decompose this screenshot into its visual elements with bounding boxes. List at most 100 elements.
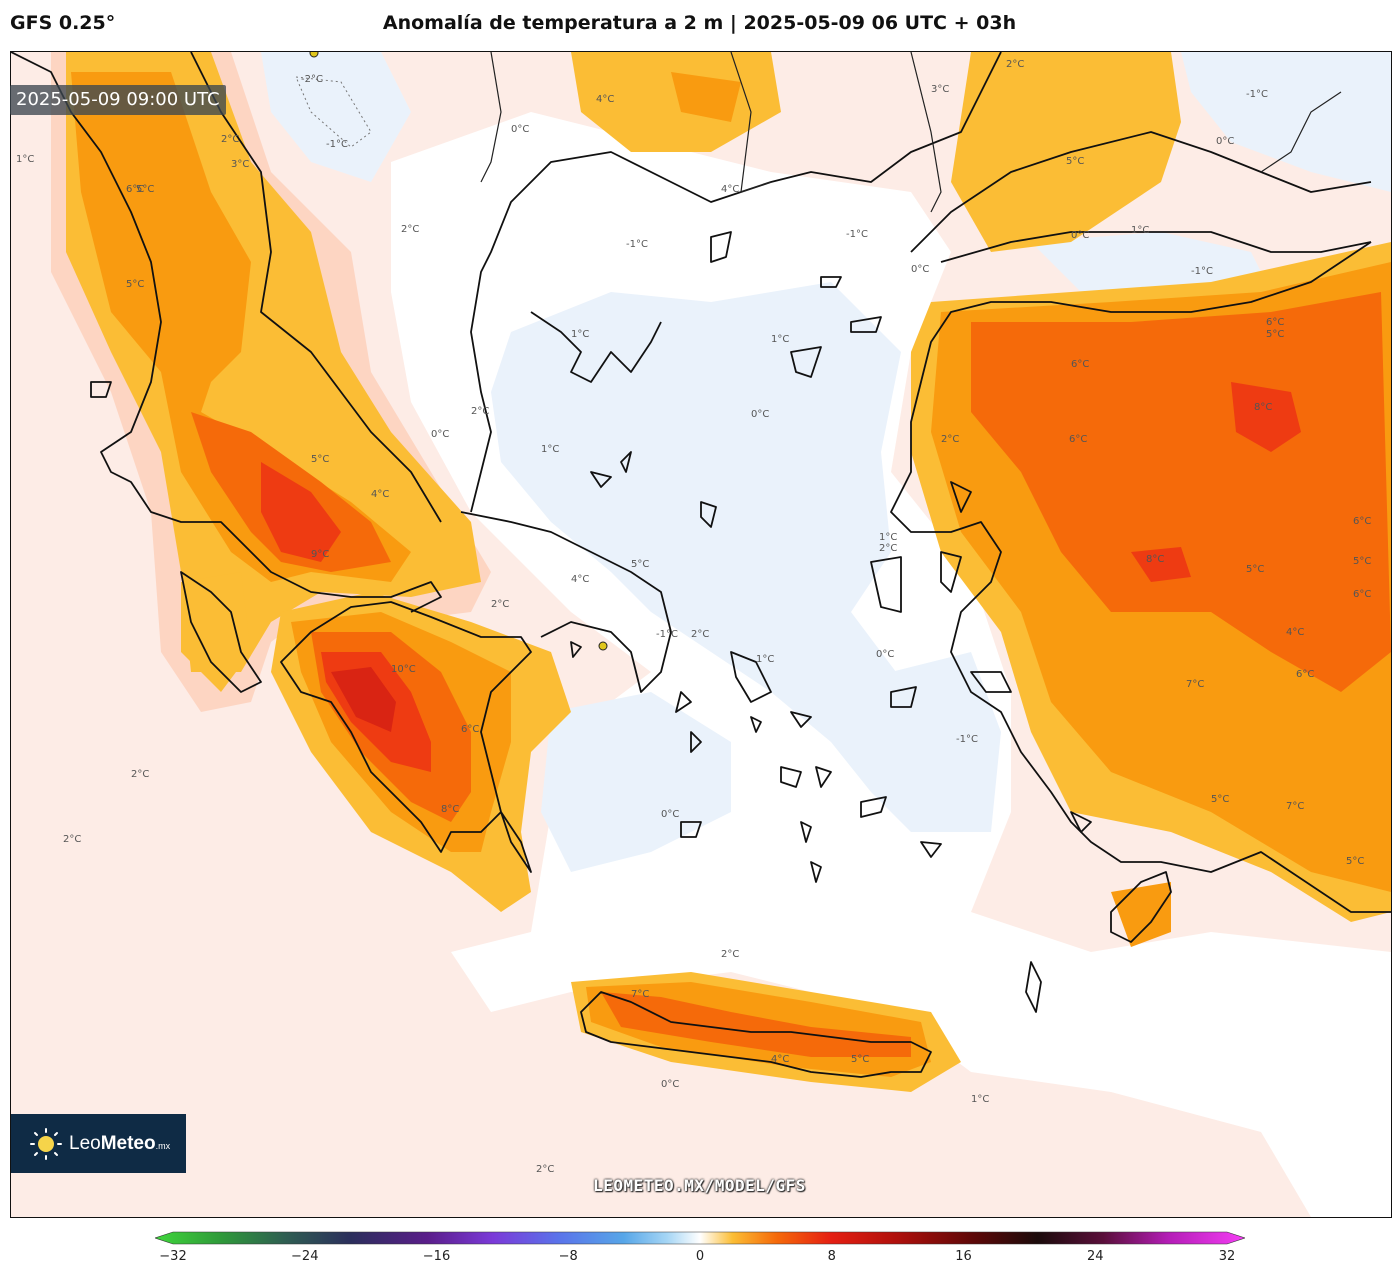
svg-text:10°C: 10°C bbox=[391, 664, 416, 675]
warm-turkey-l4 bbox=[1231, 382, 1301, 452]
svg-text:0°C: 0°C bbox=[661, 809, 679, 820]
city-marker-athens bbox=[598, 641, 608, 651]
svg-text:5°C: 5°C bbox=[1266, 329, 1284, 340]
svg-text:5°C: 5°C bbox=[1211, 794, 1229, 805]
svg-text:0°C: 0°C bbox=[876, 649, 894, 660]
colorbar-tick-label: −32 bbox=[159, 1249, 187, 1264]
svg-text:7°C: 7°C bbox=[1286, 801, 1304, 812]
svg-text:5°C: 5°C bbox=[1346, 856, 1364, 867]
svg-text:0°C: 0°C bbox=[751, 409, 769, 420]
svg-text:3°C: 3°C bbox=[231, 159, 249, 170]
colorbar: −32 −24 −16 −8 0 8 16 24 32 bbox=[154, 1230, 1246, 1264]
svg-text:2°C: 2°C bbox=[691, 629, 709, 640]
colorbar-tick-label: −24 bbox=[291, 1249, 319, 1264]
svg-text:2°C: 2°C bbox=[721, 949, 739, 960]
colorbar-tick-label: 16 bbox=[955, 1249, 972, 1264]
svg-text:5°C: 5°C bbox=[1066, 156, 1084, 167]
svg-text:4°C: 4°C bbox=[371, 489, 389, 500]
svg-text:2°C: 2°C bbox=[1006, 59, 1024, 70]
warm-bulgaria-l1 bbox=[951, 52, 1181, 252]
sun-icon bbox=[29, 1127, 63, 1161]
svg-text:4°C: 4°C bbox=[1286, 627, 1304, 638]
svg-text:6°C: 6°C bbox=[1266, 317, 1284, 328]
svg-text:2°C: 2°C bbox=[491, 599, 509, 610]
warm-balkans-l2 bbox=[671, 72, 741, 122]
svg-text:3°C: 3°C bbox=[931, 84, 949, 95]
svg-text:4°C: 4°C bbox=[596, 94, 614, 105]
colorbar-tick-label: 32 bbox=[1218, 1249, 1236, 1264]
svg-text:6°C: 6°C bbox=[1353, 516, 1371, 527]
svg-text:6°C: 6°C bbox=[461, 724, 479, 735]
svg-text:4°C: 4°C bbox=[721, 184, 739, 195]
warm-italy-l5 bbox=[261, 462, 341, 562]
svg-text:-1°C: -1°C bbox=[846, 229, 868, 240]
svg-text:-1°C: -1°C bbox=[956, 734, 978, 745]
anomaly-map-svg: -2°C -1°C 5°C 5°C 6°C 1°C 2°C 3°C 2°C 0°… bbox=[11, 52, 1391, 1217]
svg-text:7°C: 7°C bbox=[631, 989, 649, 1000]
colorbar-svg bbox=[154, 1231, 1246, 1245]
svg-text:0°C: 0°C bbox=[911, 264, 929, 275]
warm-turkey-l5 bbox=[1131, 547, 1191, 582]
logo-text: LeoMeteo.mx bbox=[69, 1132, 171, 1154]
svg-text:5°C: 5°C bbox=[126, 279, 144, 290]
svg-text:5°C: 5°C bbox=[136, 184, 154, 195]
svg-text:0°C: 0°C bbox=[661, 1079, 679, 1090]
cool-east bbox=[881, 652, 1001, 832]
map-canvas[interactable]: -2°C -1°C 5°C 5°C 6°C 1°C 2°C 3°C 2°C 0°… bbox=[10, 51, 1392, 1218]
svg-text:5°C: 5°C bbox=[1246, 564, 1264, 575]
svg-text:4°C: 4°C bbox=[571, 574, 589, 585]
warm-italy-l3 bbox=[71, 72, 411, 582]
svg-text:6°C: 6°C bbox=[1071, 359, 1089, 370]
svg-text:0°C: 0°C bbox=[511, 124, 529, 135]
warm-crete-l3 bbox=[601, 992, 911, 1057]
svg-text:0°C: 0°C bbox=[1216, 136, 1234, 147]
colorbar-tick-label: −16 bbox=[422, 1249, 451, 1264]
cool-northeast bbox=[1181, 52, 1391, 192]
city-marker-north bbox=[309, 52, 319, 58]
svg-text:2°C: 2°C bbox=[401, 224, 419, 235]
cool-south-aegean bbox=[541, 692, 731, 872]
colorbar-tick-label: −8 bbox=[558, 1249, 578, 1264]
svg-text:5°C: 5°C bbox=[1353, 556, 1371, 567]
colorbar-tick-label: 0 bbox=[695, 1249, 705, 1264]
colorbar-tick-label: 8 bbox=[827, 1249, 836, 1264]
watermark-url: LEOMETEO.MX/MODEL/GFS bbox=[593, 1176, 806, 1195]
svg-text:1°C: 1°C bbox=[1131, 225, 1149, 236]
svg-text:5°C: 5°C bbox=[851, 1054, 869, 1065]
svg-text:6°C: 6°C bbox=[1353, 589, 1371, 600]
valid-time-badge: 2025-05-09 09:00 UTC bbox=[10, 85, 226, 115]
svg-text:0°C: 0°C bbox=[431, 429, 449, 440]
svg-text:7°C: 7°C bbox=[1186, 679, 1204, 690]
svg-text:2°C: 2°C bbox=[879, 543, 897, 554]
svg-text:5°C: 5°C bbox=[311, 454, 329, 465]
svg-text:8°C: 8°C bbox=[1146, 554, 1164, 565]
svg-text:-1°C: -1°C bbox=[626, 239, 648, 250]
svg-text:2°C: 2°C bbox=[221, 134, 239, 145]
svg-text:8°C: 8°C bbox=[1254, 402, 1272, 413]
svg-text:6°C: 6°C bbox=[1069, 434, 1087, 445]
svg-text:1°C: 1°C bbox=[541, 444, 559, 455]
svg-text:6°C: 6°C bbox=[126, 184, 144, 195]
svg-text:2°C: 2°C bbox=[536, 1164, 554, 1175]
svg-text:-2°C: -2°C bbox=[301, 74, 323, 85]
warm-balkans-l1 bbox=[571, 52, 781, 152]
svg-text:1°C: 1°C bbox=[16, 154, 34, 165]
cool-northwest bbox=[261, 52, 411, 182]
svg-text:1°C: 1°C bbox=[879, 532, 897, 543]
colorbar-tick-label: 24 bbox=[1086, 1249, 1104, 1264]
svg-text:9°C: 9°C bbox=[311, 549, 329, 560]
svg-text:1°C: 1°C bbox=[771, 334, 789, 345]
coastlines bbox=[11, 52, 1391, 1078]
svg-text:-1°C: -1°C bbox=[326, 139, 348, 150]
map-title: Anomalía de temperatura a 2 m | 2025-05-… bbox=[382, 12, 1017, 34]
svg-text:8°C: 8°C bbox=[441, 804, 459, 815]
zero-contour-1 bbox=[295, 76, 372, 148]
warm-sicily bbox=[181, 572, 251, 692]
svg-text:6°C: 6°C bbox=[1296, 669, 1314, 680]
svg-text:2°C: 2°C bbox=[941, 434, 959, 445]
svg-text:4°C: 4°C bbox=[771, 1054, 789, 1065]
model-name: GFS 0.25° bbox=[10, 12, 116, 34]
svg-text:-1°C: -1°C bbox=[656, 629, 678, 640]
leometeo-logo[interactable]: LeoMeteo.mx bbox=[11, 1114, 186, 1173]
svg-text:0°C: 0°C bbox=[1071, 230, 1089, 241]
